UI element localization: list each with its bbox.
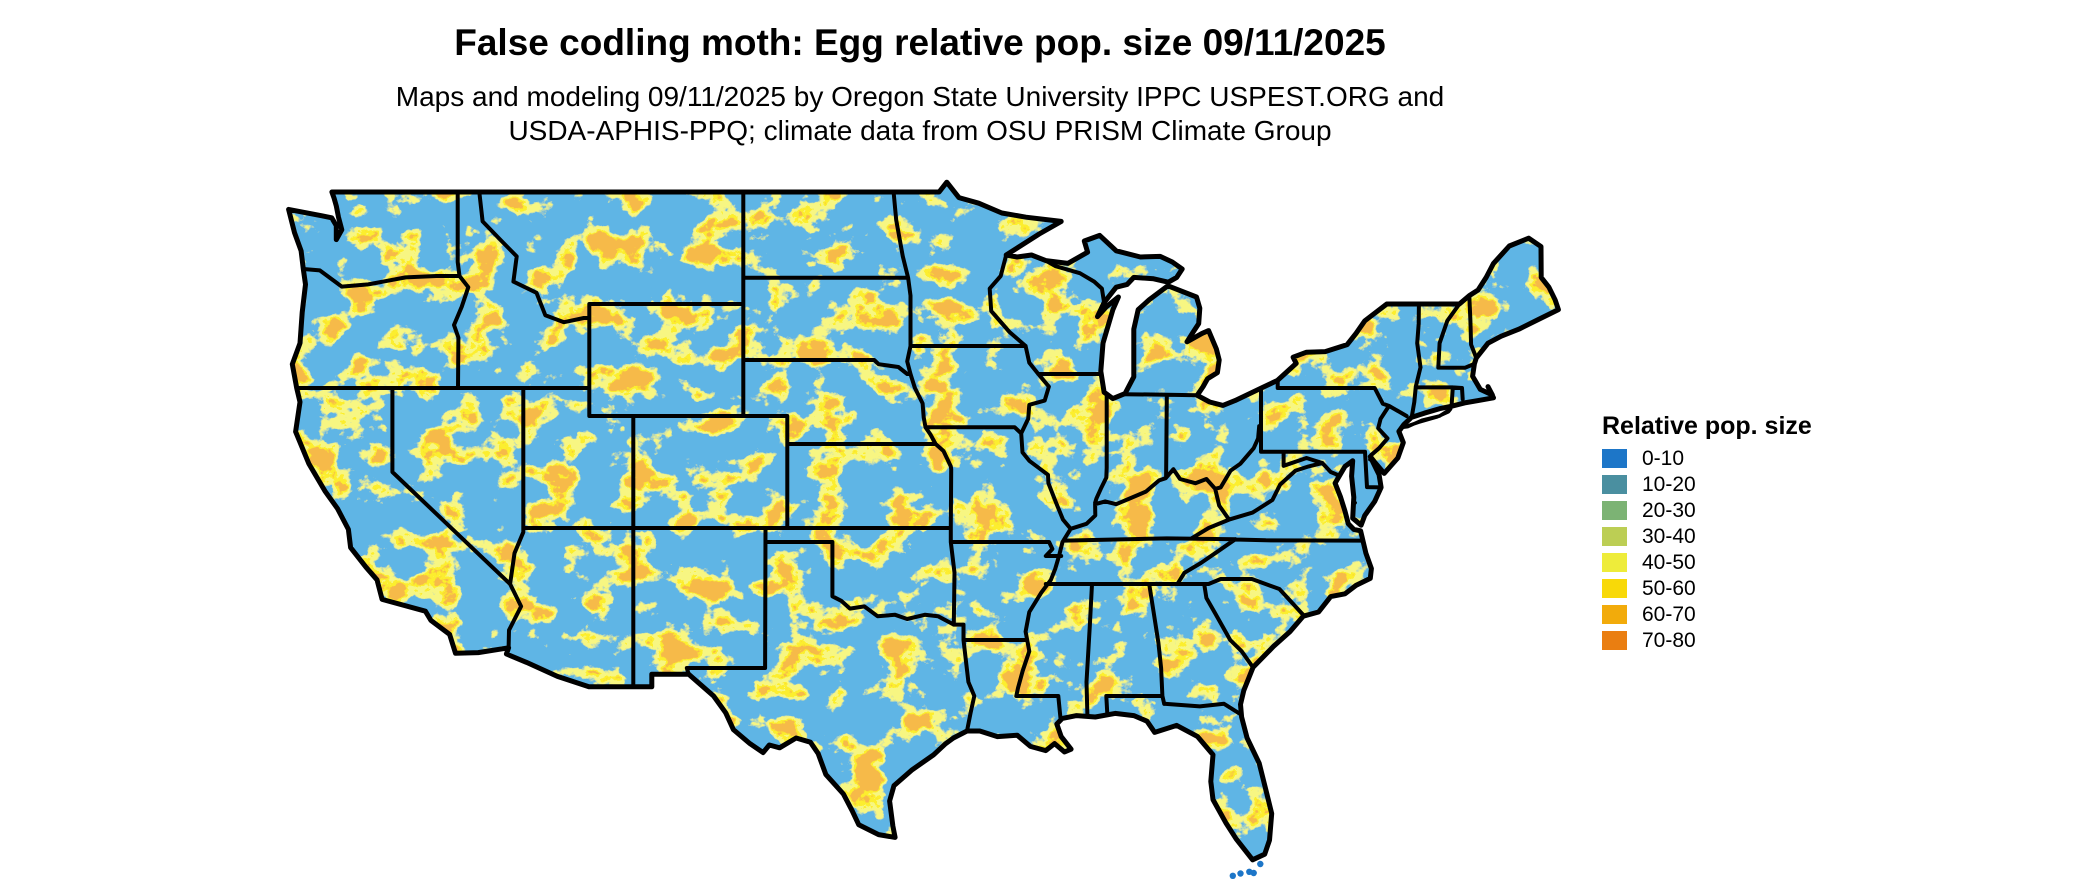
map-subtitle-line2: USDA-APHIS-PPQ; climate data from OSU PR… [508, 115, 1332, 146]
legend-swatch [1602, 553, 1627, 572]
legend-entry: 30-40 [1602, 524, 1812, 548]
legend-label: 70-80 [1642, 628, 1696, 652]
us-outline [286, 179, 1561, 863]
legend-entry: 10-20 [1602, 472, 1812, 496]
legend-swatch [1602, 475, 1627, 494]
legend-swatch [1602, 501, 1627, 520]
legend-entries: 0-10 10-20 20-30 30-40 40-50 50-60 60-70 70-80 [1602, 446, 1812, 652]
legend-swatch [1602, 579, 1627, 598]
long-island [1402, 407, 1453, 429]
legend-swatch [1602, 631, 1627, 650]
legend-swatch [1602, 605, 1627, 624]
legend-label: 60-70 [1642, 602, 1696, 626]
map-title: False codling moth: Egg relative pop. si… [454, 22, 1386, 63]
legend-entry: 20-30 [1602, 498, 1812, 522]
state-borders [293, 190, 1479, 733]
florida-keys [1229, 860, 1264, 879]
legend-entry: 60-70 [1602, 602, 1812, 626]
legend-entry: 40-50 [1602, 550, 1812, 574]
legend-label: 20-30 [1642, 498, 1696, 522]
map-subtitle-line1: Maps and modeling 09/11/2025 by Oregon S… [395, 81, 1445, 112]
legend-label: 0-10 [1642, 446, 1685, 470]
legend-swatch [1602, 449, 1627, 468]
legend-label: 30-40 [1642, 524, 1696, 548]
population-raster [288, 182, 1559, 860]
legend-title: Relative pop. size [1602, 412, 1812, 440]
legend-swatch [1602, 527, 1627, 546]
header: False codling moth: Egg relative pop. si… [396, 22, 1444, 148]
legend-label: 10-20 [1642, 472, 1696, 496]
legend-entry: 50-60 [1602, 576, 1812, 600]
legend: Relative pop. size 0-10 10-20 20-30 30-40 40… [1602, 412, 1812, 657]
legend-label: 50-60 [1642, 576, 1696, 600]
legend-entry: 70-80 [1602, 628, 1812, 652]
legend-entry: 0-10 [1602, 446, 1812, 470]
legend-label: 40-50 [1642, 550, 1696, 574]
